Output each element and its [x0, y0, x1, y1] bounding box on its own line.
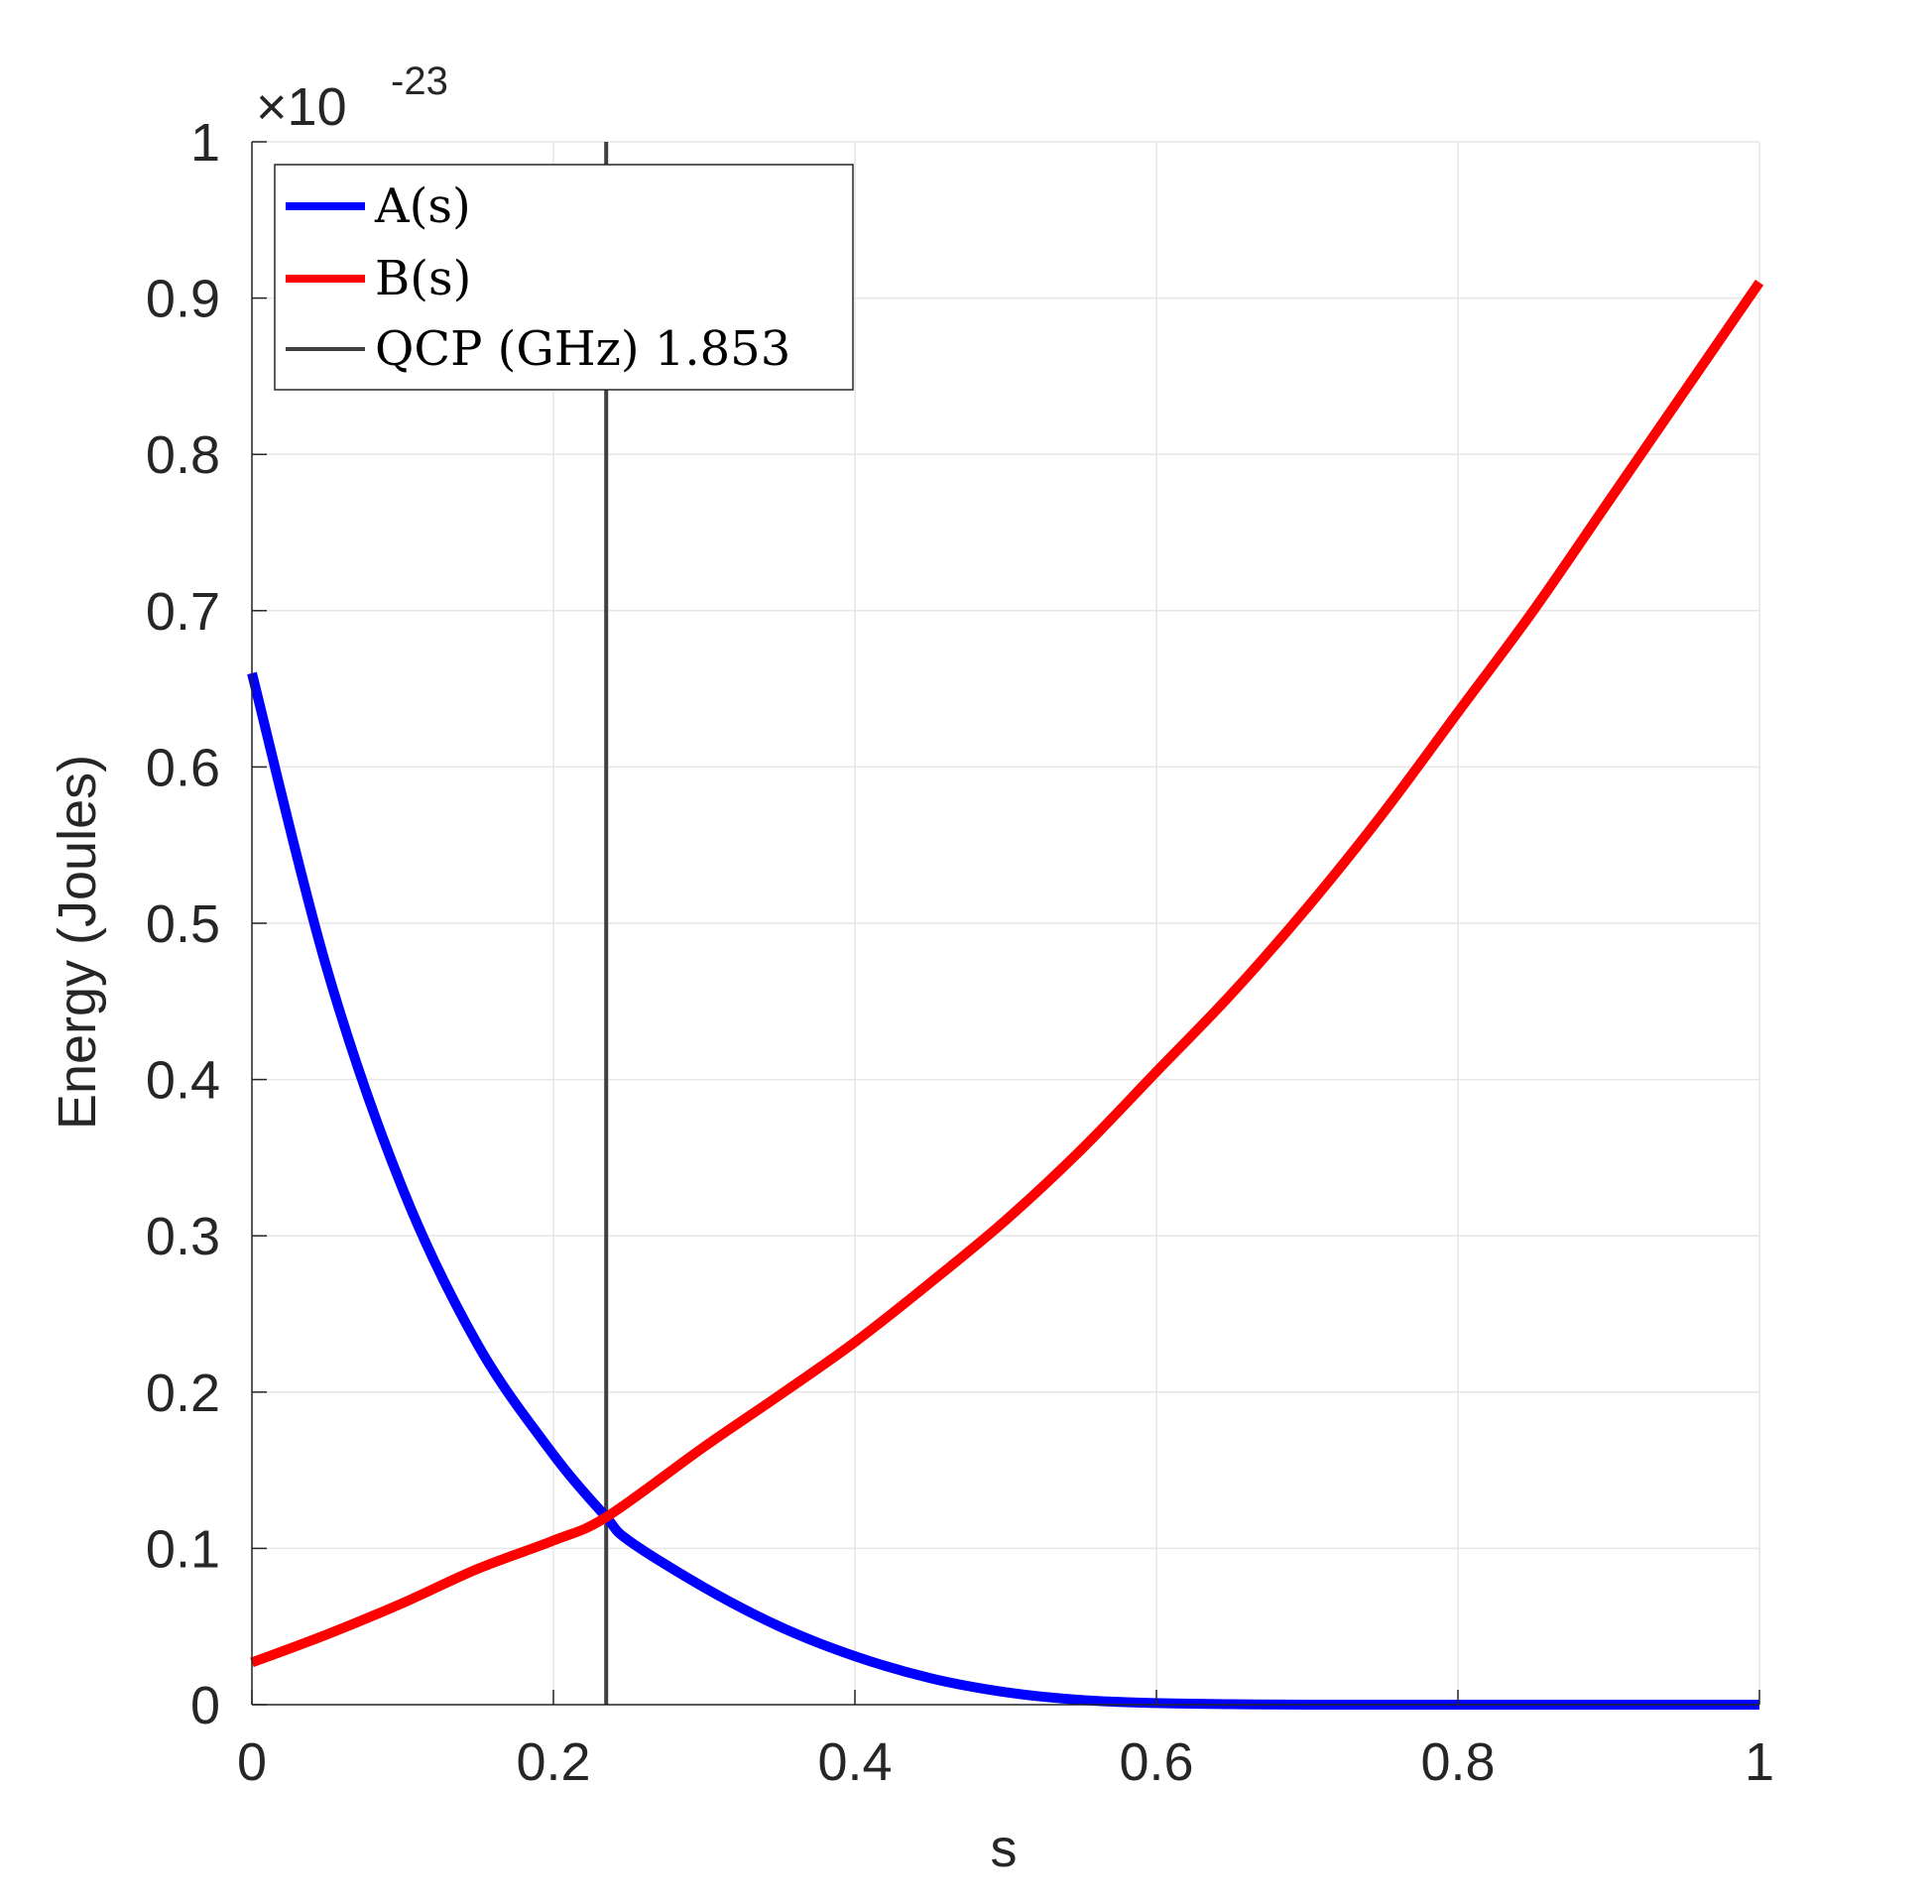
x-tick-label-2: 0.4: [817, 1732, 892, 1792]
series-line-a: [247, 671, 1759, 1711]
legend-label-a: A(s): [374, 178, 471, 234]
y-tick-label-10: 1: [190, 113, 220, 173]
legend-label-qcp: QCP (GHz) 1.853: [375, 321, 790, 377]
y-tick-label-2: 0.2: [146, 1364, 220, 1423]
grid-lines: [251, 141, 1760, 1706]
legend-box: [274, 164, 854, 391]
series-line-b: [250, 280, 1764, 1668]
y-axis-exponent: ×10 -23: [256, 60, 448, 137]
x-tick-label-0: 0: [237, 1732, 267, 1792]
tick-labels: 0 0.2 0.4 0.6 0.8 1 0 0.1 0.2 0.3 0.4 0.5 0.6 0.7 0.8 0…: [146, 113, 1774, 1792]
axes: [251, 141, 1760, 1706]
y-tick-label-1: 0.1: [146, 1519, 220, 1579]
legend-item-qcp: QCP (GHz) 1.853: [286, 321, 790, 377]
y-axis-title: Energy (Joules): [48, 755, 107, 1130]
y-tick-label-4: 0.4: [146, 1051, 220, 1111]
y-tick-label-3: 0.3: [146, 1207, 220, 1266]
y-tick-label-7: 0.7: [146, 582, 220, 642]
x-tick-label-3: 0.6: [1119, 1732, 1193, 1792]
x-tick-label-4: 0.8: [1420, 1732, 1495, 1792]
x-axis-title: s: [991, 1819, 1018, 1878]
legend-item-b: B(s): [286, 251, 471, 306]
legend-label-b: B(s): [375, 251, 471, 306]
x-tick-label-5: 1: [1745, 1732, 1774, 1792]
y-tick-label-6: 0.6: [146, 738, 220, 797]
x-tick-label-1: 0.2: [516, 1732, 590, 1792]
legend: A(s) B(s) QCP (GHz) 1.853: [274, 164, 854, 391]
legend-item-a: A(s): [286, 178, 471, 234]
y-multiplier-label: ×10: [256, 77, 347, 137]
y-tick-label-0: 0: [190, 1676, 220, 1735]
y-tick-label-9: 0.9: [146, 270, 220, 329]
y-exponent-label: -23: [391, 60, 448, 103]
y-tick-label-8: 0.8: [146, 425, 220, 485]
y-tick-label-5: 0.5: [146, 894, 220, 954]
